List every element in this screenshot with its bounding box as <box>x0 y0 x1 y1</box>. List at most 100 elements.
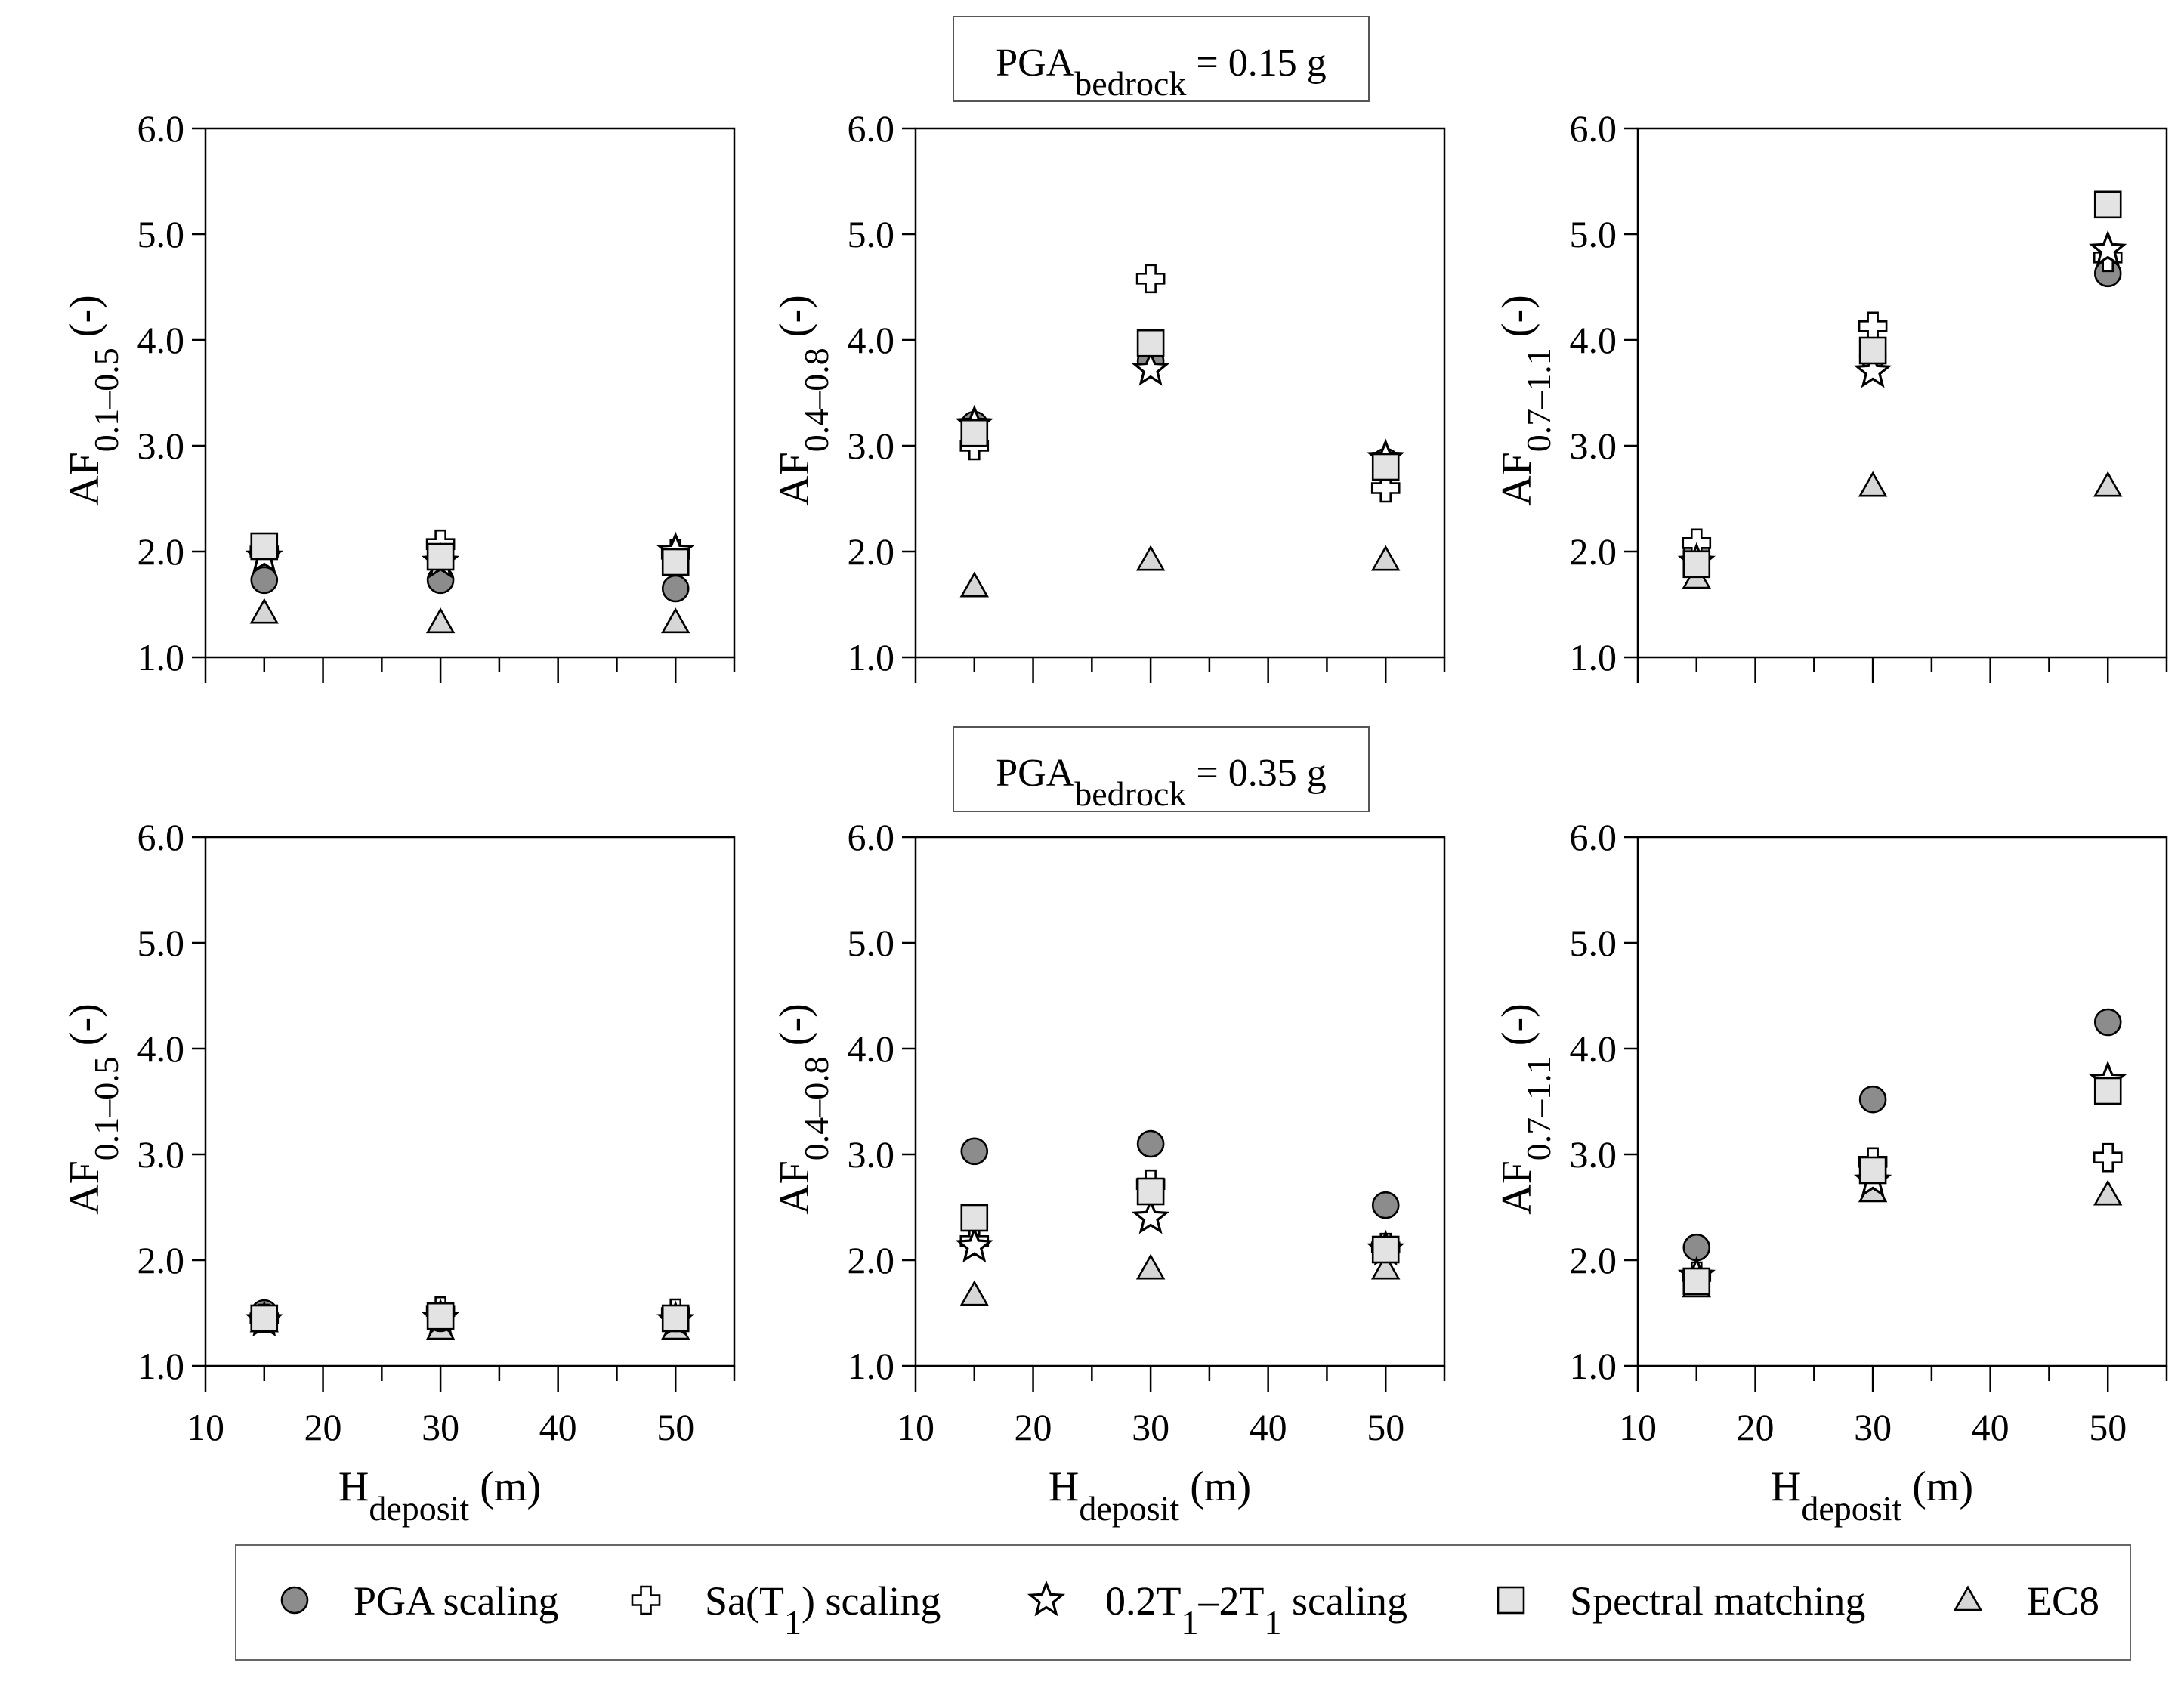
point-square <box>250 1304 279 1333</box>
y-axis-label: AF0.1–0.5 (-) <box>61 1003 125 1215</box>
point-star <box>2089 230 2127 267</box>
point-circle <box>960 1137 989 1166</box>
point-square <box>1858 336 1887 365</box>
legend-marker-circle <box>280 1586 309 1615</box>
legend-item: EC8 <box>1953 1578 2099 1624</box>
legend-item: Spectral matching <box>1497 1578 1865 1624</box>
point-star <box>1854 351 1892 388</box>
y-tick-label: 1.0 <box>1570 1345 1617 1387</box>
plot-frame <box>914 127 1446 659</box>
point-cross <box>1370 473 1401 503</box>
point-star <box>1132 1197 1170 1234</box>
point-triangle <box>959 1280 990 1306</box>
y-tick-label: 3.0 <box>137 1133 185 1176</box>
point-triangle <box>1858 471 1888 497</box>
y-tick-label: 6.0 <box>137 107 185 150</box>
x-tick-label: 20 <box>1737 1406 1775 1448</box>
y-tick-label: 2.0 <box>137 1239 185 1281</box>
point-square <box>661 548 690 576</box>
y-tick-label: 6.0 <box>1570 107 1617 150</box>
x-tick-label: 30 <box>1854 1406 1892 1448</box>
legend-marker-star <box>1027 1580 1066 1617</box>
y-tick-label: 4.0 <box>137 1027 185 1070</box>
x-tick-label: 50 <box>656 1406 694 1448</box>
point-square <box>1371 1235 1400 1264</box>
y-tick-label: 4.0 <box>1570 319 1617 361</box>
row-title-text: PGAbedrock = 0.15 g <box>996 42 1327 103</box>
x-tick-label: 20 <box>1015 1406 1052 1448</box>
y-tick-label: 5.0 <box>848 213 895 255</box>
y-tick-label: 3.0 <box>1570 425 1617 467</box>
point-triangle <box>1370 1253 1401 1280</box>
y-axis-label: AF0.4–0.8 (-) <box>771 295 836 506</box>
y-tick-label: 6.0 <box>137 816 185 858</box>
y-tick-label: 2.0 <box>848 530 895 573</box>
x-tick-label: 30 <box>1132 1406 1169 1448</box>
x-axis-label: Hdeposit (m) <box>338 1463 541 1528</box>
legend-marker-cross <box>631 1585 661 1615</box>
legend-label: Sa(T1) scaling <box>705 1578 941 1642</box>
point-cross <box>2093 1142 2123 1173</box>
panel-r1-c1: 1.0 2.0 3.0 4.0 5.0 6.0 AF0.1–0.5 (-) <box>61 107 736 683</box>
panel-r2-c2: 1.0 2.0 3.0 4.0 5.0 6.0 10 20 30 40 50 Hdeposit (m)… <box>771 816 1446 1528</box>
x-tick-label: 10 <box>1619 1406 1657 1448</box>
row-title-2: PGAbedrock = 0.35 g <box>953 726 1370 813</box>
legend: PGA scaling Sa(T1) scaling 0.2T1–2T1 scali… <box>235 1544 2131 1661</box>
y-tick-label: 5.0 <box>137 922 185 964</box>
y-tick-label: 6.0 <box>848 816 895 858</box>
point-circle <box>2093 1008 2122 1037</box>
y-tick-label: 5.0 <box>137 213 185 255</box>
point-triangle <box>1370 545 1401 571</box>
point-square <box>1136 1177 1165 1206</box>
point-circle <box>661 574 690 603</box>
legend-marker-square <box>1497 1586 1525 1615</box>
point-square <box>661 1304 690 1333</box>
row-title-1: PGAbedrock = 0.15 g <box>953 16 1370 103</box>
plot-frame <box>1636 127 2168 659</box>
point-star <box>1132 349 1170 386</box>
y-tick-label: 4.0 <box>137 319 185 361</box>
point-triangle <box>1135 1253 1166 1280</box>
legend-item: Sa(T1) scaling <box>631 1578 941 1642</box>
y-tick-label: 6.0 <box>848 107 895 150</box>
legend-marker-triangle <box>1953 1585 1983 1611</box>
x-tick-label: 30 <box>422 1406 459 1448</box>
y-tick-label: 1.0 <box>848 636 895 678</box>
plot-frame <box>204 127 736 659</box>
point-star <box>955 1226 993 1263</box>
legend-label: EC8 <box>2027 1578 2099 1624</box>
point-square <box>1858 1156 1887 1185</box>
point-triangle <box>2093 471 2123 497</box>
point-square <box>2093 1077 2122 1105</box>
point-triangle <box>425 607 456 634</box>
y-tick-label: 5.0 <box>848 922 895 964</box>
point-circle <box>1136 1129 1165 1158</box>
y-tick-label: 5.0 <box>1570 922 1617 964</box>
y-tick-label: 3.0 <box>137 425 185 467</box>
point-square <box>250 532 279 561</box>
y-tick-label: 1.0 <box>1570 636 1617 678</box>
x-axis-label: Hdeposit (m) <box>1049 1463 1251 1528</box>
x-tick-label: 40 <box>539 1406 577 1448</box>
plot-frame <box>1636 836 2168 1367</box>
point-square <box>1682 550 1711 579</box>
y-tick-label: 3.0 <box>848 425 895 467</box>
x-tick-label: 40 <box>1250 1406 1287 1448</box>
plot-frame <box>914 836 1446 1367</box>
y-tick-label: 4.0 <box>848 319 895 361</box>
x-tick-label: 40 <box>1972 1406 2009 1448</box>
point-circle <box>250 566 279 595</box>
point-triangle <box>1135 545 1166 571</box>
panel-r1-c3: 1.0 2.0 3.0 4.0 5.0 6.0 AF0.7–1.1 (-) <box>1494 107 2168 683</box>
panel-r1-c2: 1.0 2.0 3.0 4.0 5.0 6.0 AF0.4–0.8 (-) <box>771 107 1446 683</box>
point-triangle <box>959 571 990 598</box>
y-tick-label: 2.0 <box>848 1239 895 1281</box>
y-tick-label: 2.0 <box>1570 1239 1617 1281</box>
point-square <box>1682 1267 1711 1296</box>
point-square <box>960 1204 989 1232</box>
y-tick-label: 2.0 <box>1570 530 1617 573</box>
y-tick-label: 6.0 <box>1570 816 1617 858</box>
y-tick-label: 3.0 <box>1570 1133 1617 1176</box>
point-square <box>1136 329 1165 357</box>
